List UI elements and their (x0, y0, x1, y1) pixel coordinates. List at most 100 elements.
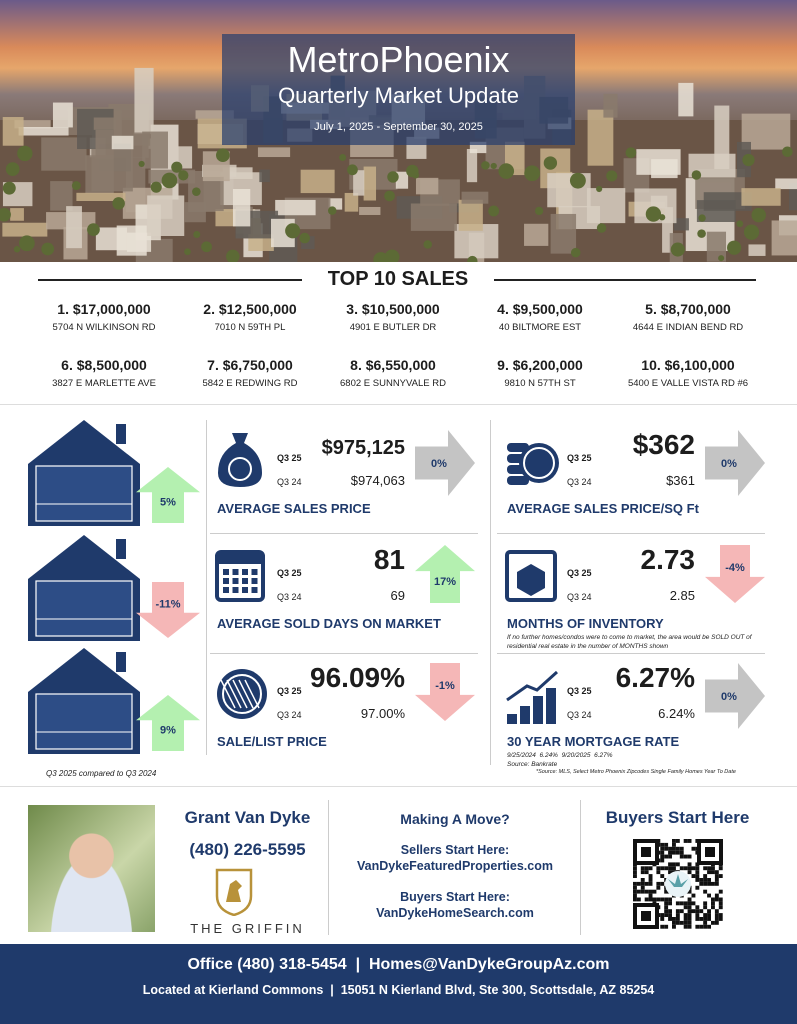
qr-cell (679, 866, 684, 871)
qr-cell (718, 905, 723, 910)
qr-cell (683, 913, 688, 917)
qr-code[interactable] (631, 837, 725, 931)
metric-note: If no further homes/condos were to come … (507, 634, 754, 650)
sale-price: 8. $6,550,000 (350, 357, 436, 373)
qr-cell (687, 905, 692, 910)
qr-title: Buyers Start Here (605, 808, 750, 827)
tree (569, 172, 586, 189)
qr-cell (648, 878, 653, 882)
metric-current-label: Q3 25 (567, 568, 592, 578)
qr-cell (691, 846, 696, 851)
tree (299, 232, 310, 244)
subtitle: Quarterly Market Update (278, 83, 519, 108)
building (134, 67, 154, 135)
qr-cell (687, 917, 692, 921)
icon-bar (546, 688, 556, 724)
qr-cell (695, 917, 700, 921)
building (328, 198, 343, 210)
listing-subtitle: LISTING (55, 452, 112, 462)
metric-label: SALE/LIST PRICE (217, 734, 327, 749)
qr-cell (640, 866, 645, 871)
tree (178, 170, 189, 181)
metric-current-label: Q3 25 (277, 453, 302, 463)
qr-cell (648, 866, 653, 871)
buyers-url[interactable]: VanDykeHomeSearch.com (376, 906, 534, 920)
qr-cell (714, 874, 719, 878)
icon-stack (507, 454, 529, 463)
trend-change: -1% (435, 680, 455, 692)
metric-label: MONTHS OF INVENTORY (507, 616, 664, 631)
building (706, 231, 727, 262)
tree (17, 145, 33, 162)
building (2, 117, 24, 146)
qr-cell (672, 924, 676, 929)
qr-cell (644, 881, 649, 886)
qr-cell (687, 870, 692, 875)
qr-cell (703, 924, 708, 929)
metric-prior-label: Q3 24 (567, 710, 592, 720)
qr-cell (687, 866, 692, 871)
tree (782, 146, 793, 158)
qr-cell (718, 897, 723, 902)
move-title: Making A Move? (400, 811, 510, 827)
metric-current-label: Q3 25 (277, 686, 302, 696)
tree (534, 206, 544, 216)
listing-subtitle: LISTING (55, 680, 112, 690)
qr-cell (675, 862, 680, 867)
tree (467, 255, 478, 262)
metric-current: 96.09% (310, 662, 405, 693)
sale-price: 2. $12,500,000 (203, 301, 297, 317)
building (14, 120, 51, 129)
qr-cell (714, 893, 719, 898)
qr-cell (664, 889, 669, 894)
building (678, 82, 694, 117)
icon-tag-line (238, 679, 254, 709)
qr-cell (648, 897, 653, 902)
icon-bar (507, 714, 517, 724)
building (275, 199, 316, 216)
qr-cell (672, 846, 676, 851)
metric-prior-label: Q3 24 (277, 477, 302, 487)
tree (570, 247, 581, 258)
qr-cell (711, 881, 715, 886)
qr-cell (687, 913, 692, 917)
icon-box (505, 550, 557, 602)
icon-tag-ring (222, 674, 262, 714)
icon-day (251, 587, 258, 593)
qr-cell (707, 893, 711, 898)
qr-cell (711, 905, 715, 910)
tree (481, 161, 490, 170)
qr-agave (668, 874, 688, 887)
qr-cell (691, 901, 696, 906)
icon-stack (507, 476, 529, 485)
qr-cell (633, 889, 637, 894)
building (696, 200, 736, 222)
qr-cell (652, 889, 657, 894)
qr-cell (707, 881, 711, 886)
qr-cell (679, 920, 684, 925)
icon-bar (520, 706, 530, 724)
sellers-url[interactable]: VanDykeFeaturedProperties.com (357, 859, 553, 873)
listing-current: 1,289 (78, 699, 126, 720)
building (771, 220, 797, 256)
sale-address: 9810 N 57TH ST (504, 378, 576, 389)
building (232, 189, 251, 227)
qr-cell (636, 897, 641, 902)
tree (736, 220, 744, 228)
trend-arrow (705, 430, 765, 496)
sale-price: 9. $6,200,000 (497, 357, 583, 373)
qr-cell (707, 866, 711, 871)
qr-cell (703, 920, 708, 925)
qr-cell (648, 881, 653, 886)
qr-cell (668, 850, 672, 855)
qr-cell (640, 889, 645, 894)
tree (41, 242, 55, 256)
qr-cell (648, 889, 653, 894)
qr-cell (672, 850, 676, 855)
qr-cell (668, 913, 672, 917)
tree (87, 223, 100, 236)
qr-cell (683, 924, 688, 929)
trend-change: -4% (725, 562, 745, 574)
building (147, 195, 185, 236)
qr-cell (656, 866, 661, 871)
